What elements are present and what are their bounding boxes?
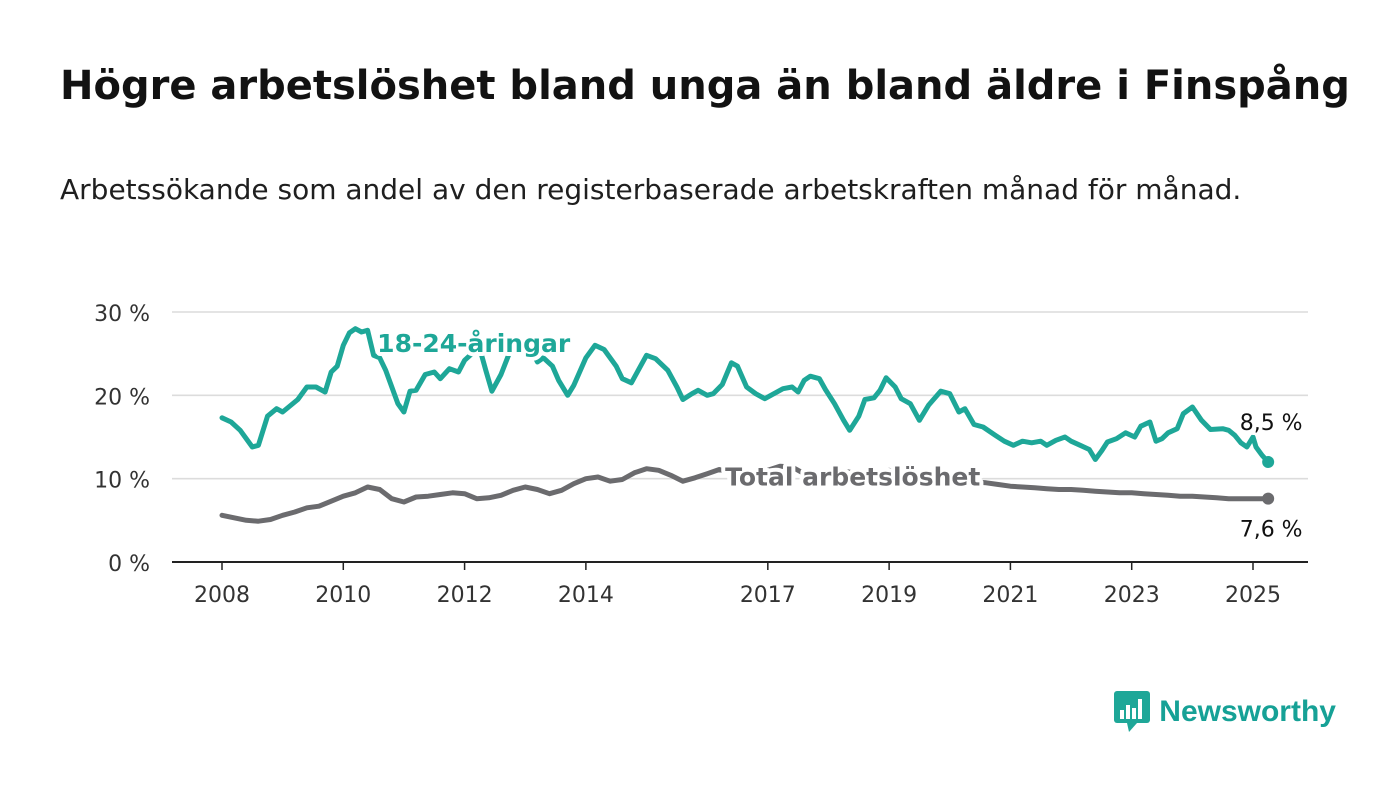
y-tick-label: 30 % — [94, 302, 150, 327]
x-tick-label: 2012 — [437, 583, 493, 608]
page-title: Högre arbetslöshet bland unga än bland ä… — [60, 63, 1350, 109]
x-tick-label: 2021 — [982, 583, 1038, 608]
chart-subtitle: Arbetssökande som andel av den registerb… — [60, 173, 1242, 206]
x-tick-label: 2008 — [194, 583, 250, 608]
brand-name: Newsworthy — [1159, 695, 1336, 728]
y-axis-tick-labels: 0 % 10 % 20 % 30 % — [94, 302, 150, 577]
end-point-youth — [1262, 456, 1275, 468]
x-axis-ticks: 2008 2010 2012 2014 2017 2019 2021 2023 2025 — [194, 562, 1281, 608]
gridlines — [172, 311, 1308, 563]
series-label-total: Total arbetslöshet — [725, 462, 980, 491]
y-tick-label: 20 % — [94, 385, 150, 410]
x-tick-label: 2017 — [740, 583, 796, 608]
end-label-youth: 8,5 % — [1240, 411, 1303, 436]
series-lines — [219, 326, 1275, 524]
end-label-total: 7,6 % — [1240, 518, 1303, 543]
series-line-youth — [219, 326, 1271, 465]
end-point-total — [1262, 492, 1275, 505]
newsworthy-logo: Newsworthy — [1113, 690, 1336, 734]
x-tick-label: 2019 — [861, 583, 917, 608]
x-tick-label: 2014 — [558, 583, 614, 608]
series-label-youth: 18-24-åringar — [377, 329, 571, 358]
x-tick-label: 2023 — [1104, 583, 1160, 608]
chart-annotations: 8,5 % 7,6 % 18-24-åringar Total arbetslöshe… — [373, 325, 1305, 545]
x-tick-label: 2025 — [1225, 583, 1281, 608]
x-tick-label: 2010 — [315, 583, 371, 608]
y-tick-label: 10 % — [94, 469, 150, 494]
series-line-total — [219, 463, 1271, 524]
y-tick-label: 0 % — [108, 552, 150, 577]
chat-bar-chart-icon — [1114, 691, 1151, 732]
